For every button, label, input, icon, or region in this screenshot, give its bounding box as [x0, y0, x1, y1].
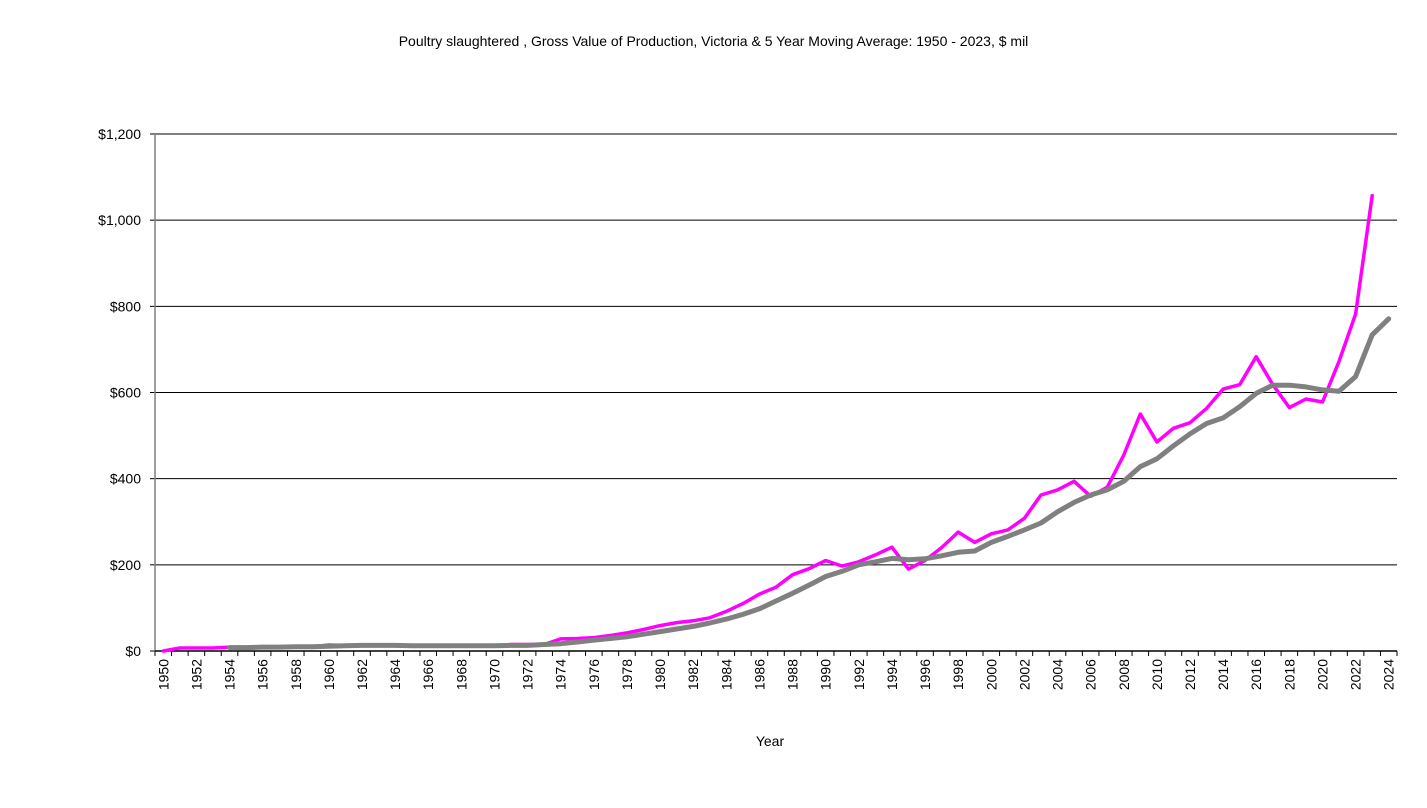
x-tick-label: 2024 [1381, 659, 1397, 690]
y-tick-label: $800 [110, 298, 141, 314]
x-tick-label: 1960 [321, 659, 337, 690]
y-tick-label: $0 [125, 643, 141, 659]
x-tick-label: 1952 [188, 659, 204, 690]
x-tick-label: 2002 [1016, 659, 1032, 690]
x-tick-label: 1990 [818, 659, 834, 690]
series-line-gross-value [161, 193, 1374, 653]
x-axis-label: Year [755, 733, 785, 749]
x-tick-label: 1958 [288, 659, 304, 690]
x-tick-label: 2004 [1050, 659, 1066, 690]
x-tick-label: 1970 [486, 659, 502, 690]
x-tick-label: 1992 [851, 659, 867, 690]
x-tick-label: 2006 [1083, 659, 1099, 690]
x-tick-label: 1988 [785, 659, 801, 690]
x-tick-label: 1972 [520, 659, 536, 690]
x-tick-label: 2012 [1182, 659, 1198, 690]
x-tick-label: 1998 [950, 659, 966, 690]
x-tick-label: 1996 [917, 659, 933, 690]
y-tick-label: $600 [110, 385, 141, 401]
x-tick-label: 1974 [553, 659, 569, 690]
x-tick-label: 1980 [652, 659, 668, 690]
x-tick-label: 1986 [751, 659, 767, 690]
x-tick-label: 1950 [155, 659, 171, 690]
x-tick-label: 1956 [255, 659, 271, 690]
x-tick-label: 1962 [354, 659, 370, 690]
x-tick-label: 2000 [983, 659, 999, 690]
x-tick-label: 1968 [453, 659, 469, 690]
x-tick-label: 1982 [685, 659, 701, 690]
x-tick-label: 1994 [884, 659, 900, 690]
x-tick-label: 1964 [387, 659, 403, 690]
y-tick-label: $1,200 [98, 126, 141, 142]
x-tick-label: 2016 [1248, 659, 1264, 690]
x-tick-label: 1984 [718, 659, 734, 690]
x-tick-label: 2020 [1314, 659, 1330, 690]
x-tick-label: 2014 [1215, 659, 1231, 690]
x-tick-label: 2018 [1281, 659, 1297, 690]
x-tick-label: 1966 [420, 659, 436, 690]
chart-title: Poultry slaughtered , Gross Value of Pro… [398, 33, 1029, 49]
y-tick-label: $200 [110, 557, 141, 573]
x-tick-label: 1954 [222, 659, 238, 690]
x-tick-label: 2010 [1149, 659, 1165, 690]
series-line-moving-average [227, 316, 1392, 651]
x-tick-label: 1976 [586, 659, 602, 690]
x-tick-label: 1978 [619, 659, 635, 690]
x-tick-label: 2022 [1348, 659, 1364, 690]
x-tick-label: 2008 [1116, 659, 1132, 690]
y-tick-label: $1,000 [98, 212, 141, 228]
y-tick-label: $400 [110, 471, 141, 487]
